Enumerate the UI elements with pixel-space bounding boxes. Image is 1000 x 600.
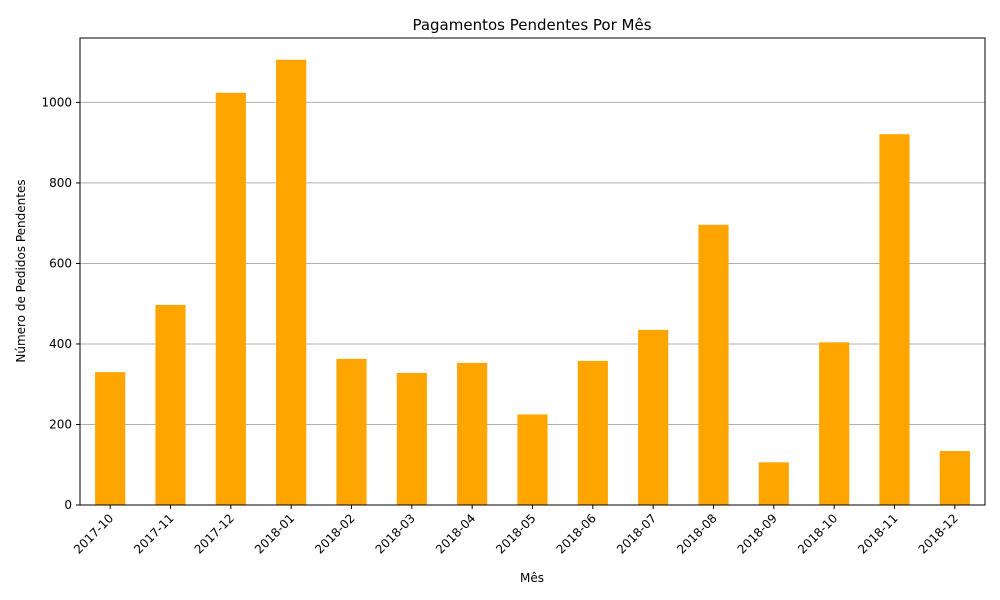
x-tick-label: 2018-09	[735, 511, 780, 556]
bar-2018-12	[939, 451, 970, 505]
bar-2017-11	[155, 304, 186, 505]
x-tick-label: 2018-01	[252, 511, 297, 556]
y-axis-label: Número de Pedidos Pendentes	[14, 179, 28, 362]
x-tick-label: 2018-03	[373, 511, 418, 556]
y-tick-label: 1000	[41, 95, 72, 109]
bar-2018-06	[577, 360, 608, 505]
x-tick-label: 2018-04	[433, 511, 478, 556]
x-tick-label: 2018-11	[855, 511, 900, 556]
bar-2017-12	[215, 92, 246, 506]
x-tick-label: 2018-12	[916, 511, 961, 556]
x-tick-label: 2018-06	[554, 511, 599, 556]
x-tick-label: 2018-08	[674, 511, 719, 556]
y-axis-ticks: 0 200 400 600 800 1000	[41, 95, 80, 512]
bar-2017-10	[95, 372, 126, 505]
x-axis-label: Mês	[520, 571, 544, 585]
x-axis-ticks: 2017-10 2017-11 2017-12 2018-01 2018-02 2018-…	[71, 505, 961, 557]
bar-2018-10	[819, 342, 850, 505]
bar-2018-11	[879, 134, 910, 505]
y-tick-label: 200	[49, 417, 72, 431]
x-tick-label: 2018-10	[795, 511, 840, 556]
bar-2018-02	[336, 358, 367, 505]
bar-2018-04	[457, 362, 488, 505]
x-tick-label: 2018-02	[312, 511, 357, 556]
bar-2018-07	[638, 329, 669, 505]
y-tick-label: 0	[64, 498, 72, 512]
x-tick-label: 2017-10	[71, 511, 116, 556]
chart-title: Pagamentos Pendentes Por Mês	[412, 16, 651, 34]
x-tick-label: 2017-12	[192, 511, 237, 556]
x-tick-label: 2018-07	[614, 511, 659, 556]
x-tick-label: 2017-11	[131, 511, 176, 556]
bar-2018-01	[276, 59, 307, 505]
y-tick-label: 800	[49, 176, 72, 190]
bar-2018-09	[758, 462, 789, 505]
bar-2018-05	[517, 414, 548, 505]
bar-2018-08	[698, 224, 729, 506]
bars	[95, 59, 970, 506]
y-tick-label: 400	[49, 337, 72, 351]
bar-2018-03	[396, 372, 427, 505]
y-tick-label: 600	[49, 256, 72, 270]
x-tick-label: 2018-05	[493, 511, 538, 556]
